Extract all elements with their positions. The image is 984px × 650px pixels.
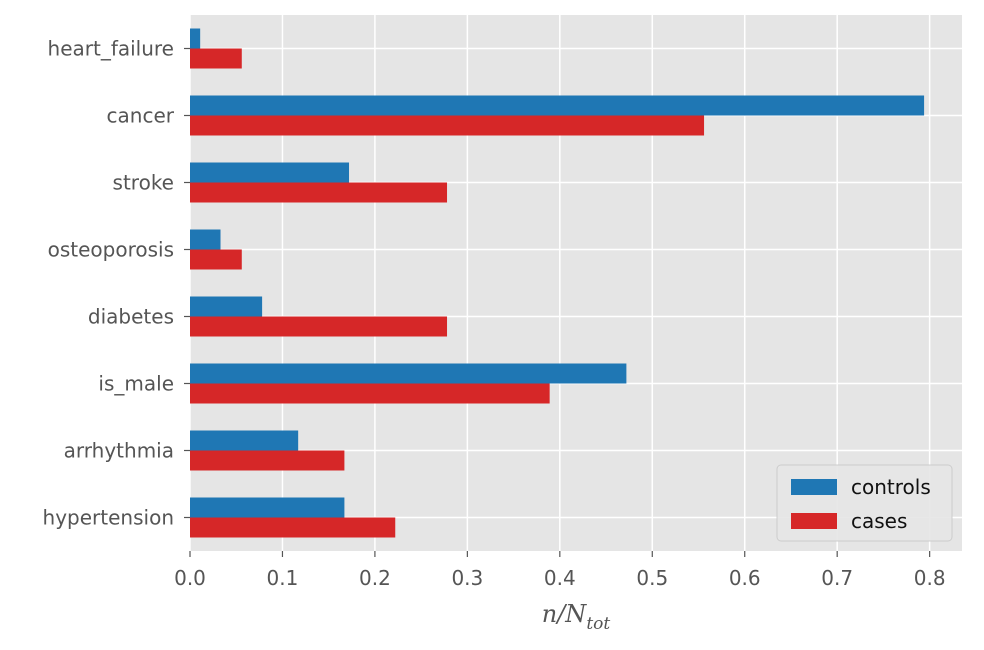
bar-controls-heart_failure [190,28,201,49]
y-tick-label: heart_failure [48,37,174,61]
x-tick-label: 0.4 [544,566,576,590]
bar-controls-cancer [190,95,925,116]
bar-cases-diabetes [190,316,448,337]
x-axis-title-subscript: tot [586,614,610,634]
x-tick-label: 0.5 [636,566,668,590]
x-axis-title: n/Ntot [542,600,611,634]
x-tick-label: 0.6 [729,566,761,590]
bar-controls-stroke [190,162,350,183]
bars [190,28,925,538]
axis-ticks: 0.0 0.1 0.2 0.3 0.4 0.5 0.6 0.7 0.8 hypertension a… [43,37,946,591]
y-tick-label: arrhythmia [64,439,174,463]
bar-controls-is_male [190,363,627,384]
x-tick-label: 0.1 [267,566,299,590]
x-tick-label: 0.8 [914,566,946,590]
y-tick-label: diabetes [88,305,174,329]
legend: controls cases [776,464,953,542]
y-tick-label: osteoporosis [48,238,174,262]
bar-cases-stroke [190,182,448,203]
legend-swatch-cases [791,513,837,529]
legend-swatch-controls [791,479,837,495]
bar-cases-hypertension [190,517,396,538]
legend-label-cases: cases [851,509,907,533]
bar-controls-osteoporosis [190,229,221,250]
legend-label-controls: controls [851,475,931,499]
bar-cases-heart_failure [190,48,242,69]
bar-cases-cancer [190,115,705,136]
y-tick-label: cancer [107,104,175,128]
y-tick-label: stroke [113,171,174,195]
x-tick-label: 0.2 [359,566,391,590]
bar-controls-hypertension [190,497,345,518]
x-tick-label: 0.7 [821,566,853,590]
x-tick-label: 0.3 [451,566,483,590]
bar-cases-is_male [190,383,550,404]
x-tick-label: 0.0 [174,566,206,590]
bar-cases-osteoporosis [190,249,242,270]
bar-controls-diabetes [190,296,263,317]
bar-cases-arrhythmia [190,450,345,471]
y-tick-label: is_male [98,372,174,396]
y-tick-label: hypertension [43,506,174,530]
bar-controls-arrhythmia [190,430,299,451]
